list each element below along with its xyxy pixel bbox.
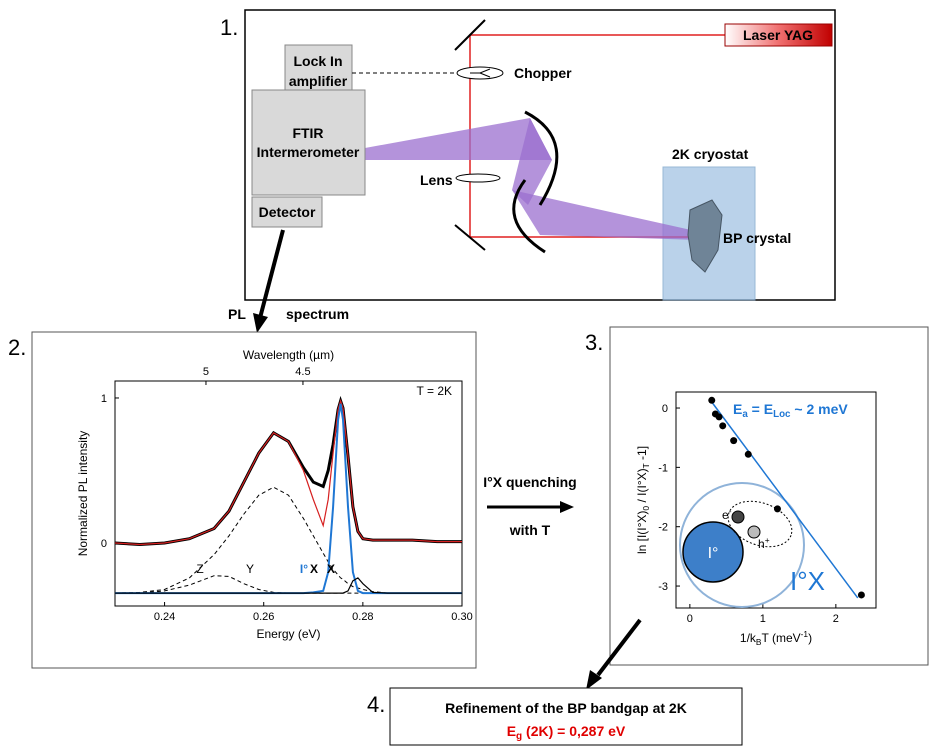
- result-title: Refinement of the BP bandgap at 2K: [445, 700, 687, 716]
- x2-tick-label: 5: [203, 366, 209, 378]
- x-axis-label-part: T (meV: [762, 631, 801, 645]
- y-tick-label: -1: [658, 462, 668, 474]
- arrow-head: [560, 501, 574, 513]
- data-point: [745, 451, 752, 458]
- pl-label: spectrum: [286, 306, 349, 322]
- cryostat-label: 2K cryostat: [672, 146, 749, 162]
- y-axis-label: ln [I(I°X)0 / I(I°X)T -1]: [635, 446, 651, 554]
- annotation-part: Loc: [773, 409, 791, 420]
- data-point: [858, 591, 865, 598]
- annotation-part: = E: [748, 401, 773, 417]
- annotation-part: E: [733, 401, 742, 417]
- panel-number: 3.: [585, 330, 603, 355]
- impurity-label: I°: [708, 545, 719, 562]
- lockin-label: Lock In: [293, 53, 342, 69]
- x-tick-label: 2: [833, 613, 839, 625]
- y-tick-label: -3: [658, 581, 668, 593]
- peak-label: X: [327, 562, 335, 576]
- y-tick-label: 0: [662, 403, 668, 415]
- pl-label: PL: [228, 306, 246, 322]
- x-axis-label-part: ): [808, 631, 812, 645]
- data-point: [708, 397, 715, 404]
- chopper-label: Chopper: [514, 65, 572, 81]
- x-tick-label: 1: [760, 613, 766, 625]
- ftir-label: FTIR: [292, 125, 323, 141]
- annotation-part: ~ 2 meV: [791, 401, 849, 417]
- arrow-head: [253, 313, 268, 333]
- y-axis-label-part: ln [I(I°X): [635, 511, 649, 554]
- x-tick-label: 0.26: [253, 611, 274, 623]
- detector-label: Detector: [259, 204, 316, 220]
- x-axis-label-part: 1/k: [740, 631, 757, 645]
- x-tick-label: 0.30: [451, 611, 472, 623]
- peak-label: I°: [300, 562, 308, 576]
- lockin-label: amplifier: [289, 73, 348, 89]
- laser-label: Laser YAG: [743, 27, 813, 43]
- data-point: [730, 437, 737, 444]
- quench-label: with T: [509, 522, 551, 538]
- x-axis-label: Energy (eV): [256, 627, 320, 641]
- lens: [456, 174, 500, 182]
- hole-label-part: +: [765, 535, 770, 545]
- y-axis-label: Normalized PL intensity: [76, 431, 90, 557]
- quench-label: I°X quenching: [483, 474, 577, 490]
- x2-tick-label: 4.5: [295, 366, 310, 378]
- hole-label-part: h: [758, 537, 765, 551]
- data-point: [719, 422, 726, 429]
- electron-label-part: -: [729, 506, 732, 516]
- setup-panel: 1. Laser YAG Lock In amplifier Chopper F…: [220, 10, 835, 300]
- y-axis-label-part: / I(I°X): [635, 468, 649, 505]
- y-tick-label: 1: [101, 393, 107, 405]
- peak-label: X: [310, 562, 318, 576]
- exciton-label: I°X: [790, 566, 825, 596]
- panel-number: 2.: [8, 335, 26, 360]
- x-tick-label: 0.24: [154, 611, 175, 623]
- x2-axis-label: Wavelength (µm): [243, 348, 334, 362]
- ftir-label: Intermerometer: [257, 144, 360, 160]
- peak-label: Y: [246, 562, 254, 576]
- eg-value: (2K) = 0,287 eV: [522, 723, 626, 739]
- x-tick-label: 0: [687, 613, 693, 625]
- panel-number: 1.: [220, 15, 238, 40]
- x-tick-label: 0.28: [352, 611, 373, 623]
- data-point: [774, 505, 781, 512]
- panel-number: 4.: [367, 692, 385, 717]
- crystal-label: BP crystal: [723, 230, 791, 246]
- annotation: T = 2K: [417, 384, 452, 398]
- y-tick-label: -2: [658, 522, 668, 534]
- peak-label: Z: [196, 562, 203, 576]
- ftir-box: [252, 90, 365, 195]
- y-axis-label-part: -1]: [635, 446, 649, 463]
- electron: [732, 511, 744, 523]
- y-tick-label: 0: [101, 538, 107, 550]
- figure: 1. Laser YAG Lock In amplifier Chopper F…: [0, 0, 929, 751]
- eg-symbol: E: [507, 723, 516, 739]
- data-point: [716, 413, 723, 420]
- lens-label: Lens: [420, 172, 453, 188]
